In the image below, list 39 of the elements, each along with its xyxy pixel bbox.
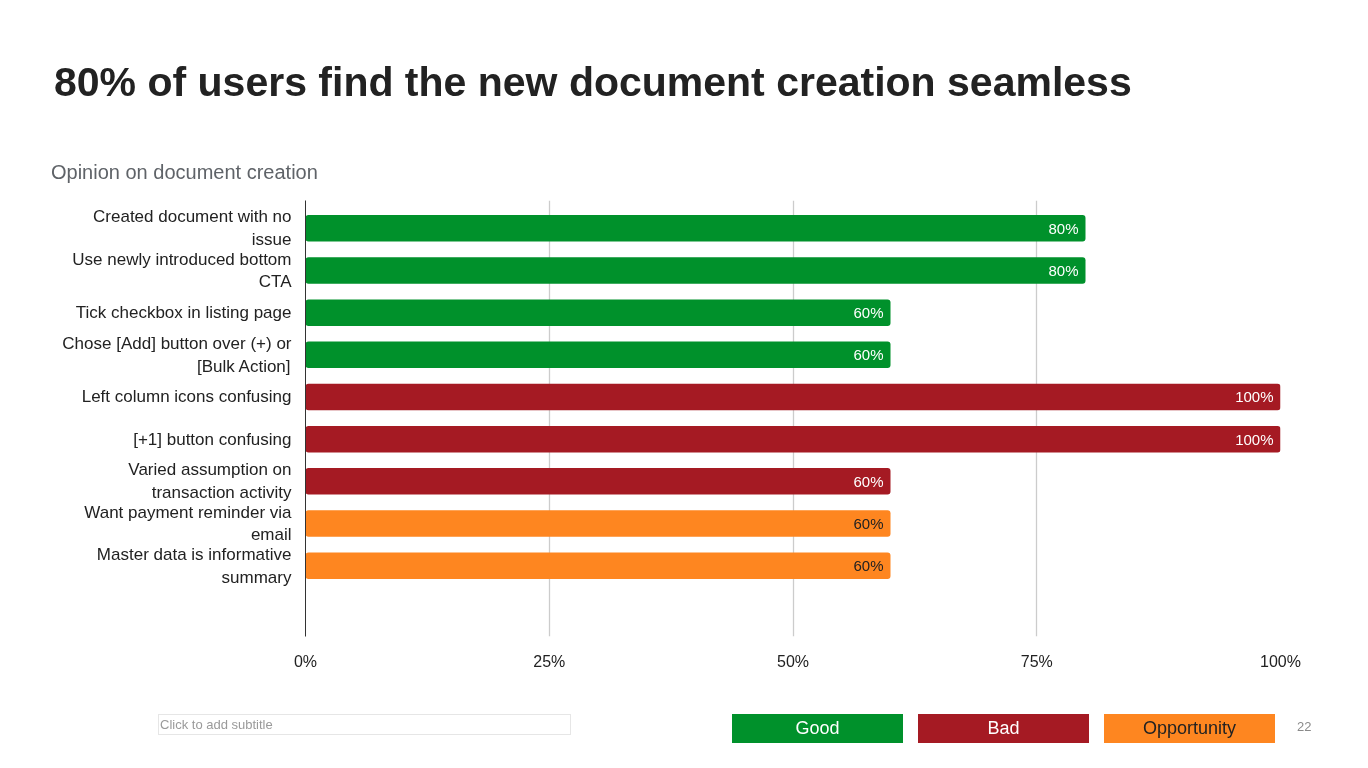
- y-tick-label: Chose [Add] button over (+) or [Bulk Action]: [62, 333, 292, 376]
- data-label: 100%: [1235, 388, 1274, 406]
- y-tick-label: Tick checkbox in listing page: [75, 303, 292, 323]
- data-label: 60%: [853, 472, 884, 490]
- bar: [305, 510, 891, 537]
- data-label: 80%: [1048, 262, 1079, 279]
- x-tick-label: 100%: [1260, 652, 1301, 670]
- chart-subtitle: Opinion on document creation: [51, 160, 318, 185]
- data-label: 100%: [1235, 430, 1274, 448]
- bar: [305, 341, 891, 369]
- bar: [305, 383, 1281, 411]
- text: Click to add subtitle: [158, 714, 571, 735]
- data-label: 60%: [853, 304, 884, 322]
- bar: [305, 299, 891, 326]
- y-tick-label: Want payment reminder via email: [84, 502, 293, 545]
- x-tick-label: 75%: [1020, 652, 1053, 670]
- y-tick-label: Use newly introduced bottom CTA: [72, 249, 293, 292]
- y-tick-label: [+1] button confusing: [133, 429, 292, 449]
- text: Opportunity: [1104, 714, 1275, 743]
- bar: [305, 257, 1086, 284]
- text: Bad: [918, 714, 1089, 743]
- bar: [305, 215, 1086, 242]
- y-tick-label: Master data is informative summary: [96, 544, 292, 587]
- x-tick-label: 25%: [533, 652, 566, 670]
- x-tick-label: 50%: [776, 652, 810, 670]
- y-tick-label: Created document with no issue: [93, 207, 292, 250]
- text: 22: [1297, 718, 1312, 736]
- y-tick-label: Left column icons confusing: [81, 387, 292, 407]
- x-tick-label: 0%: [293, 652, 318, 670]
- data-label: 60%: [853, 346, 884, 364]
- data-label: 60%: [853, 557, 884, 575]
- bar: [305, 552, 891, 579]
- data-label: 60%: [853, 514, 884, 532]
- text: Good: [732, 714, 903, 743]
- chart-title: 80% of users find the new document creation seamless: [54, 58, 1132, 107]
- bar: [305, 425, 1281, 453]
- data-label: 80%: [1048, 219, 1079, 237]
- y-tick-label: Varied assumption on transaction activity: [128, 460, 292, 503]
- bar: [305, 468, 891, 495]
